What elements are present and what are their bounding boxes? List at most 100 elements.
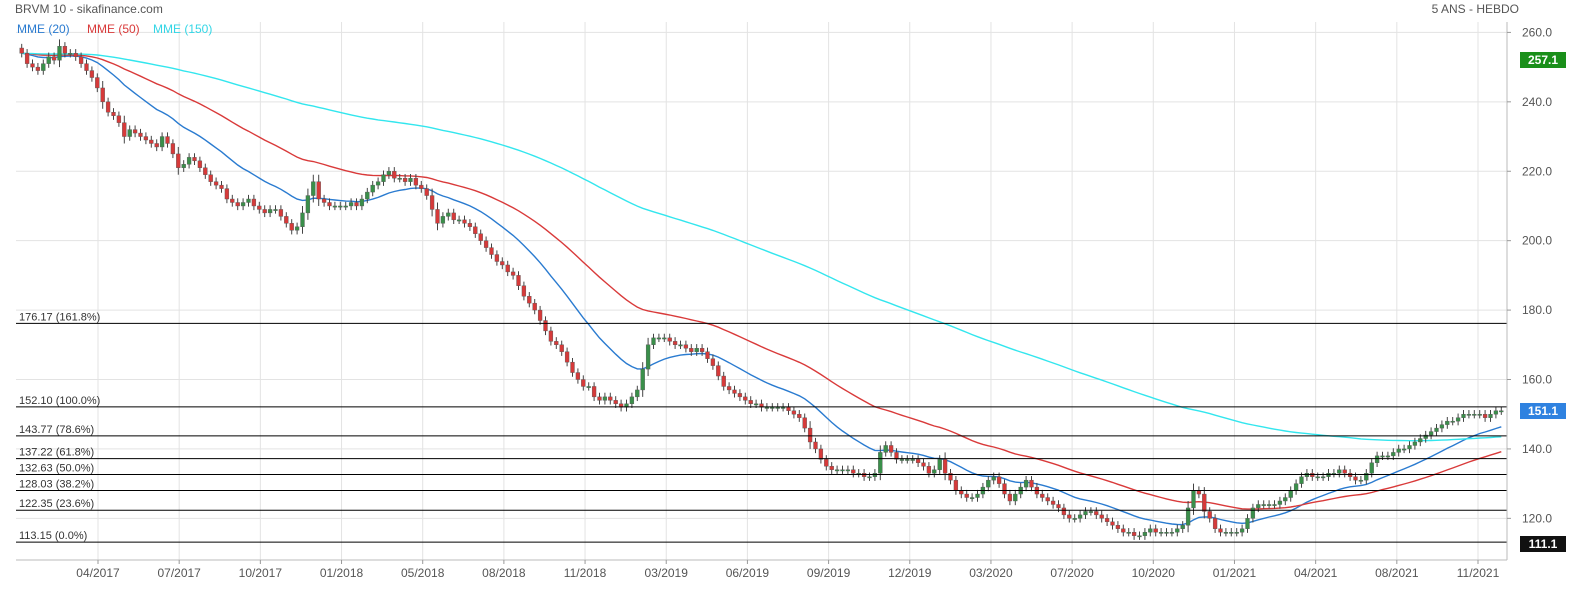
candle-down [608,392,613,405]
candle-up [845,465,851,474]
candle-up [1401,444,1407,454]
candle-body [57,46,62,61]
candle-body [554,341,559,346]
candle-body [591,386,597,398]
candle-body [845,469,851,472]
candle-body [1266,504,1272,506]
candle-up [1499,406,1504,415]
candle-down [683,340,689,353]
candle-body [521,285,527,297]
candle-body [19,47,24,54]
candle-down [1104,514,1110,526]
fib-label: 152.10 (100.0%) [19,395,100,407]
candles [19,39,1504,540]
candle-body [1299,476,1304,484]
candle-body [78,56,84,64]
candle-up [635,385,640,402]
candle-body [905,459,910,461]
candle-body [321,198,327,203]
candle-body [672,341,678,346]
candle-down [959,486,964,499]
candle-body [1050,500,1056,505]
candle-up [267,205,273,218]
candle-down [759,399,764,412]
chart-title: BRVM 10 - sikafinance.com [15,2,163,16]
candle-body [570,361,575,373]
candle-body [1104,518,1110,523]
candle-down [581,375,586,391]
candle-down [699,344,705,356]
candle-body [1342,469,1347,474]
candle-down [548,326,554,346]
candle-down [1131,528,1137,540]
candle-body [30,63,35,68]
candle-body [683,344,689,349]
candle-down [537,305,543,325]
candle-body [1250,507,1256,519]
candle-down [35,62,41,75]
candle-body [1423,434,1428,439]
candle-up [1148,524,1153,537]
badge-bottom-label: 111.1 [1529,537,1558,551]
candle-body [370,184,375,193]
candle-body [1358,479,1364,482]
candle-up [1169,528,1175,537]
candle-down [786,403,791,415]
candle-down [1212,514,1218,533]
candle-down [500,257,505,270]
candle-up [57,39,62,68]
candle-body [143,136,149,141]
candle-body [527,296,532,304]
candle-body [1040,493,1045,498]
y-tick-label: 140.0 [1522,442,1552,456]
candle-body [710,358,716,366]
candle-down [597,392,602,405]
candle-down [1115,521,1121,533]
candle-body [462,219,467,224]
candle-up [159,132,165,152]
candle-body [111,112,116,116]
candle-body [1418,438,1423,443]
candle-body [1428,431,1434,436]
candle-body [975,493,980,498]
candle-up [856,469,861,478]
candle-body [483,240,489,248]
moving-averages [21,52,1502,526]
candle-body [532,302,537,311]
candle-body [867,476,872,479]
candle-up [586,382,591,391]
candle-body [494,254,500,262]
candle-body [1218,528,1223,533]
candle-up [408,174,413,186]
candle-body [354,202,359,207]
candle-body [105,101,111,113]
candle-body [1013,493,1018,502]
candle-down [996,472,1002,488]
candle-body [165,136,170,144]
candle-body [429,195,435,210]
candle-up [1266,500,1272,509]
candle-down [813,437,818,454]
candle-body [1212,518,1218,529]
candle-body [1439,424,1445,429]
candle-body [176,153,181,168]
fib-label: 143.77 (78.6%) [19,424,94,436]
candle-body [424,188,429,196]
candle-up [1434,423,1439,436]
legend-mme-150: MME (150) [153,22,212,36]
x-tick-label: 01/2021 [1213,566,1257,580]
candle-down [1342,465,1347,478]
candle-body [440,216,446,224]
candle-body [797,414,802,418]
candle-up [1488,410,1493,422]
candle-body [986,479,991,488]
candle-body [581,379,586,387]
candle-body [203,167,208,175]
candle-down [262,205,267,218]
candle-body [1472,414,1477,416]
candle-down [354,198,359,211]
candle-body [1272,504,1277,506]
candle-body [1477,414,1482,416]
candle-body [1094,511,1099,516]
